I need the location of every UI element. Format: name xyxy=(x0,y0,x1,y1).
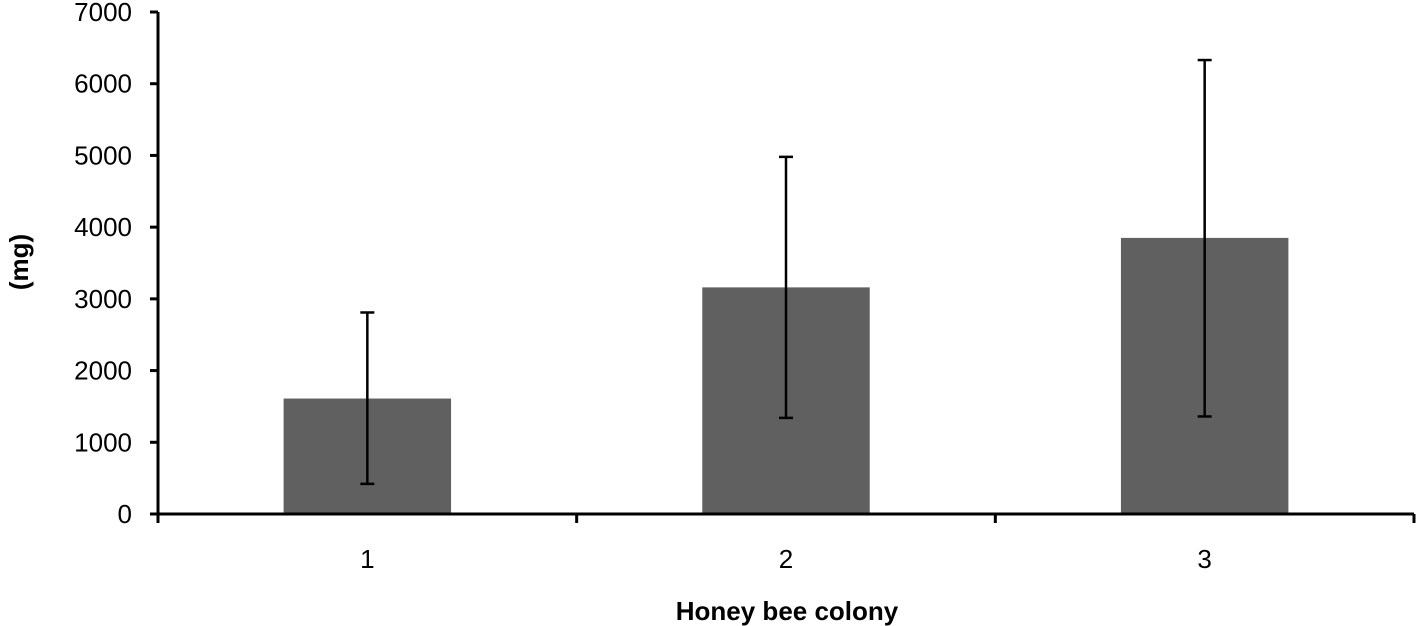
y-ticks-layer: 0 1000 2000 3000 4000 5000 6000 7000 xyxy=(74,0,158,529)
x-tick-label: 3 xyxy=(1197,544,1211,574)
error-bar xyxy=(1197,58,1212,418)
y-tick-label: 4000 xyxy=(74,212,132,242)
x-tick-label: 2 xyxy=(779,544,793,574)
y-tick-label: 1000 xyxy=(74,427,132,457)
x-ticks-layer: 1 2 3 xyxy=(156,514,1416,574)
error-bars-layer xyxy=(360,58,1212,486)
y-tick-label: 3000 xyxy=(74,284,132,314)
y-tick-label: 0 xyxy=(118,499,132,529)
x-tick-label: 1 xyxy=(360,544,374,574)
y-tick-label: 5000 xyxy=(74,140,132,170)
error-bar xyxy=(360,311,375,486)
y-tick-label: 2000 xyxy=(74,356,132,386)
y-axis-title: (mg) xyxy=(4,234,34,290)
x-axis-title: Honey bee colony xyxy=(676,596,899,626)
axes-layer xyxy=(156,12,1414,516)
y-tick-label: 7000 xyxy=(74,0,132,27)
y-tick-label: 6000 xyxy=(74,69,132,99)
error-bar xyxy=(779,155,793,420)
